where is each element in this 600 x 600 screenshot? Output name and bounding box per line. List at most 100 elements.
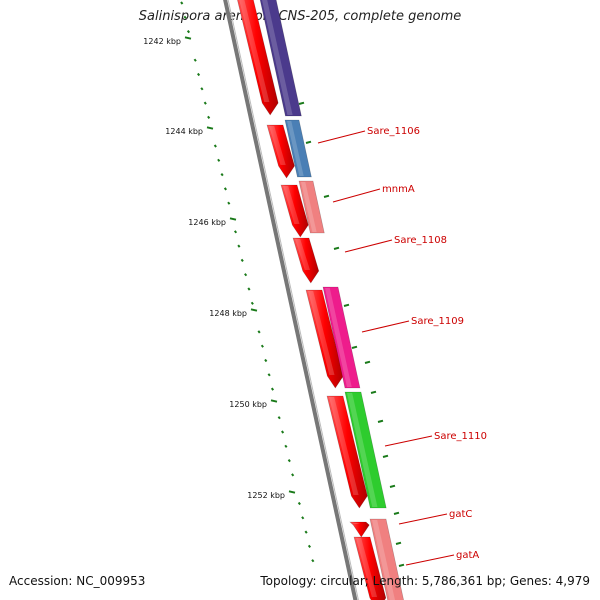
cds-features [237, 0, 404, 600]
minor-tick [267, 373, 271, 377]
minor-tick [200, 87, 204, 91]
minor-tick [183, 15, 187, 19]
major-tick [270, 399, 278, 403]
cds-arrow-inner [292, 237, 320, 284]
kbp-tick-label: 1246 kbp [188, 218, 226, 227]
minor-tick [207, 115, 211, 120]
minor-tick [307, 544, 311, 549]
gene-labels: Sare_1106 mnmA Sare_1108 Sare_1109 Sare_1110… [367, 126, 487, 561]
cds-arrow-inner-highlight [308, 291, 335, 375]
cds-arrow-inner-shape [349, 521, 370, 538]
cds-arrow-inner-shape [280, 184, 309, 238]
cds-arrow-inner-highlight [269, 126, 286, 165]
cds-arrow-inner-highlight [356, 538, 378, 597]
minor-tick [270, 387, 275, 391]
gc-tick [364, 360, 371, 364]
minor-tick [304, 530, 308, 534]
minor-tick [193, 58, 197, 62]
minor-tick [220, 173, 224, 177]
kbp-tick-label: 1244 kbp [165, 127, 203, 136]
gc-tick [323, 194, 330, 198]
cds-arrow-inner [353, 536, 387, 600]
minor-tick [281, 430, 285, 434]
cds-arrow-inner-shape [292, 237, 320, 284]
gene-arrow-outer-highlight [301, 182, 317, 232]
cds-arrow-inner-shape [237, 0, 279, 116]
minor-tick [257, 330, 261, 334]
major-tick [184, 36, 192, 40]
label-leader-line [332, 188, 381, 203]
gene-arrow-outer [284, 119, 312, 178]
gc-ticks [298, 101, 405, 567]
cds-arrow-inner-shape [305, 289, 344, 389]
minor-tick [301, 516, 305, 520]
gene-arrow-outer-shape [259, 0, 302, 117]
minor-tick [284, 444, 288, 448]
minor-tick [250, 301, 254, 305]
major-tick [229, 217, 237, 221]
cds-arrow-inner-highlight [283, 186, 300, 224]
gc-tick [343, 303, 350, 307]
minor-tick [233, 230, 238, 234]
gene-label: Sare_1110 [434, 431, 487, 442]
gc-tick [398, 563, 405, 567]
minor-tick [197, 72, 201, 77]
minor-tick [186, 30, 191, 34]
gene-arrow-outer-shape [284, 119, 312, 178]
gc-tick [298, 101, 305, 105]
gene-arrow-outer-highlight [347, 393, 378, 507]
minor-tick [223, 187, 227, 191]
cds-arrow-inner-highlight [295, 239, 310, 270]
kbp-tick-label: 1242 kbp [143, 37, 181, 46]
gc-tick [395, 541, 402, 545]
cds-arrow-inner [305, 289, 344, 389]
gc-tick [333, 246, 340, 250]
gene-label-leaders [317, 130, 455, 566]
minor-tick [297, 501, 301, 506]
cds-arrow-inner [266, 124, 295, 179]
major-tick [288, 490, 296, 494]
minor-tick [203, 101, 207, 105]
cds-arrow-inner-shape [326, 395, 368, 509]
gene-arrow-outer-highlight [325, 288, 352, 387]
cds-arrow-inner [349, 521, 370, 538]
minor-tick [247, 287, 251, 291]
gene-arrow-outer [322, 286, 361, 389]
gc-tick [382, 454, 389, 458]
gene-label: mnmA [382, 184, 415, 195]
gc-tick [393, 511, 400, 515]
gene-arrow-outer-highlight [261, 0, 293, 115]
minor-tick [287, 459, 291, 463]
label-leader-line [405, 554, 455, 566]
gene-label: gatA [456, 550, 479, 561]
gene-label: Sare_1109 [411, 316, 464, 327]
label-leader-line [317, 130, 366, 144]
minor-tick [260, 344, 264, 348]
kbp-tick-label: 1250 kbp [229, 400, 267, 409]
label-leader-line [384, 435, 433, 447]
scale-minor-ticks [180, 1, 315, 563]
gene-arrow-outer-highlight [372, 520, 395, 600]
gene-label: gatC [449, 509, 472, 520]
gene-arrow-outer-shape [344, 391, 387, 509]
cds-arrow-inner-highlight [239, 0, 270, 102]
accession-text: Accession: NC_009953 [9, 574, 146, 588]
label-leader-line [361, 320, 410, 333]
gene-arrow-outer-shape [322, 286, 361, 389]
gc-tick [305, 140, 312, 144]
minor-tick [277, 416, 281, 420]
minor-tick [264, 358, 268, 363]
gene-arrow-outer [369, 518, 404, 600]
map-title: Salinispora arenicola CNS-205, complete … [138, 9, 462, 24]
label-leader-line [344, 239, 393, 253]
gene-label: Sare_1108 [394, 235, 447, 246]
genome-backbone [223, 0, 358, 600]
gene-arrow-outer [259, 0, 302, 117]
label-leader-line [398, 513, 448, 525]
minor-tick [237, 244, 241, 248]
gene-label: Sare_1106 [367, 126, 420, 137]
gene-arrow-outer-shape [298, 180, 325, 234]
gene-arrow-outer [344, 391, 387, 509]
minor-tick [180, 1, 184, 5]
